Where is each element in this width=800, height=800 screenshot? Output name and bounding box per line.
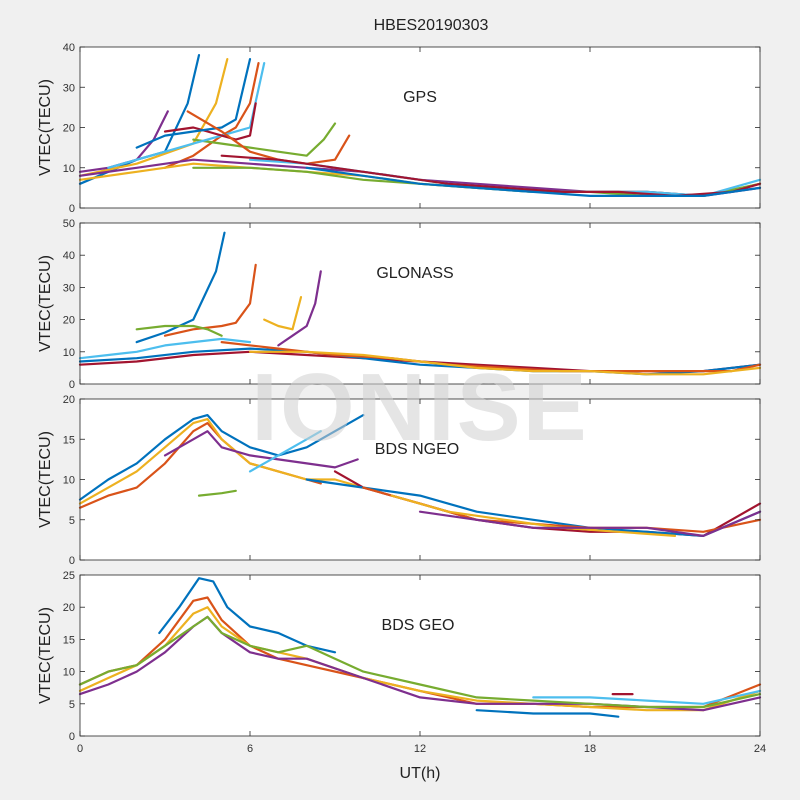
series-line-glonass-10: [248, 350, 762, 376]
series-line-gps-7: [163, 102, 257, 141]
series-line-bds-geo-6: [532, 689, 762, 705]
chart-title: HBES20190303: [374, 17, 489, 34]
y-tick-label: 10: [63, 163, 75, 175]
panel-label-gps: GPS: [403, 89, 437, 106]
panel-label-glonass: GLONASS: [376, 265, 453, 282]
panel-label-bds-geo: BDS GEO: [382, 617, 455, 634]
x-tick-label: 12: [414, 743, 426, 755]
y-tick-label: 0: [69, 203, 75, 215]
y-tick-label: 25: [63, 570, 75, 582]
series-line-glonass-6: [78, 337, 252, 360]
series-line-bds-ngeo-8: [305, 478, 762, 538]
series-line-bds-ngeo-4: [163, 430, 359, 469]
y-axis-label-gps: VTEC(TECU): [37, 79, 54, 176]
series-line-glonass-3: [263, 296, 303, 331]
y-tick-label: 20: [63, 315, 75, 327]
series-line-gps-2: [163, 61, 260, 169]
panel-glonass: 0 10 20 30 40 50 GLONASS VTEC(TECU): [37, 218, 762, 391]
x-tick-label: 24: [754, 743, 766, 755]
panel-gps: 0 10 20 30 40 GPS VTEC(TECU): [37, 42, 762, 215]
y-axis-label-glonass: VTEC(TECU): [37, 255, 54, 352]
y-tick-label: 0: [69, 555, 75, 567]
plot-area-bds-geo: [80, 575, 760, 736]
panel-bds-geo: 0 5 10 15 20 25 0 6 12 18 24 BDS GEO VTEC(TECU): [37, 570, 766, 755]
y-tick-label: 20: [63, 394, 75, 406]
panel-label-bds-ngeo: BDS NGEO: [375, 441, 459, 458]
y-axis-label-bds-ngeo: VTEC(TECU): [37, 431, 54, 528]
series-line-gps-8: [135, 57, 252, 149]
series-line-glonass-1: [135, 231, 226, 344]
y-tick-label: 50: [63, 218, 75, 230]
y-tick-label: 20: [63, 602, 75, 614]
series-line-bds-ngeo-10: [390, 494, 677, 538]
series-line-glonass-5: [135, 324, 223, 337]
y-tick-label: 15: [63, 634, 75, 646]
y-tick-label: 10: [63, 667, 75, 679]
series-line-bds-ngeo-6: [248, 430, 322, 473]
series-line-gps-5: [192, 122, 337, 157]
series-line-bds-ngeo-1: [78, 414, 365, 501]
y-tick-label: 30: [63, 82, 75, 94]
panel-bds-ngeo: 0 5 10 15 20 BDS NGEO VTEC(TECU): [37, 394, 762, 567]
y-tick-label: 40: [63, 42, 75, 54]
x-tick-label: 0: [77, 743, 83, 755]
series-line-glonass-4: [277, 270, 322, 347]
series-line-bds-ngeo-11: [418, 510, 762, 538]
y-tick-label: 5: [69, 515, 75, 527]
x-tick-label: 18: [584, 743, 596, 755]
series-line-gps-14: [220, 154, 762, 197]
series-line-glonass-2: [163, 263, 257, 337]
series-line-gps-15: [305, 166, 762, 197]
panels-group: 010203040GPSVTEC(TECU)01020304050GLONASS…: [37, 42, 766, 755]
y-tick-label: 0: [69, 379, 75, 391]
y-tick-label: 0: [69, 731, 75, 743]
series-line-bds-geo-5: [78, 615, 762, 709]
y-tick-label: 20: [63, 123, 75, 135]
y-tick-label: 5: [69, 699, 75, 711]
watermark: IONISE: [251, 354, 588, 461]
series-line-bds-ngeo-5: [197, 489, 237, 497]
series-line-bds-geo-1: [158, 577, 337, 654]
series-line-gps-6: [107, 61, 266, 169]
y-tick-label: 10: [63, 475, 75, 487]
y-tick-label: 15: [63, 434, 75, 446]
y-tick-label: 10: [63, 347, 75, 359]
series-line-bds-geo-8: [475, 709, 620, 718]
plot-area-glonass: [80, 223, 760, 384]
x-tick-label: 6: [247, 743, 253, 755]
y-axis-label-bds-geo: VTEC(TECU): [37, 607, 54, 704]
x-axis-label: UT(h): [400, 765, 441, 782]
y-tick-label: 30: [63, 282, 75, 294]
y-tick-label: 40: [63, 250, 75, 262]
